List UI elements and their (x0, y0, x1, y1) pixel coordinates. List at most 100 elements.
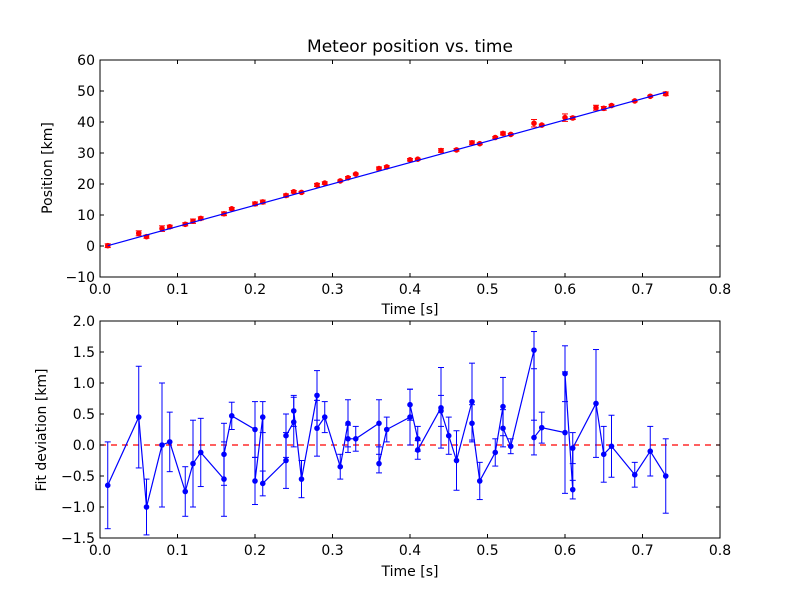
bottom-data-point (500, 425, 506, 432)
bottom-data-point (252, 478, 258, 484)
top-data-point (469, 139, 475, 146)
top-y-tick-label: 60 (77, 53, 95, 69)
bottom-x-tick-label: 0.4 (399, 543, 421, 559)
bottom-data-point (159, 442, 165, 448)
top-y-axis-label: Position [km] (40, 122, 56, 214)
bottom-y-tick-label: −1.0 (61, 500, 95, 516)
top-data-point (314, 182, 320, 188)
bottom-data-point (376, 420, 382, 427)
top-data-point (290, 188, 297, 195)
top-x-tick-label: 0.6 (554, 282, 576, 298)
top-data-point (407, 157, 413, 163)
bottom-data-point (135, 414, 142, 420)
top-fit-line (107, 91, 666, 247)
bottom-data-point (345, 436, 351, 442)
bottom-data-point (600, 451, 607, 458)
bottom-data-point (500, 403, 506, 410)
bottom-data-point (290, 408, 297, 414)
bottom-data-point (352, 436, 359, 442)
bottom-data-point (143, 504, 150, 510)
top-x-tick-label: 0.7 (631, 282, 653, 298)
bottom-data-point (445, 432, 452, 439)
bottom-data-point (608, 443, 615, 450)
top-x-tick-label: 0.0 (89, 282, 111, 298)
top-data-point (438, 147, 444, 154)
top-data-point (135, 230, 142, 237)
bottom-data-point (507, 443, 514, 450)
bottom-data-point (259, 480, 266, 487)
bottom-data-point (298, 476, 305, 482)
top-plot-frame (99, 59, 721, 278)
bottom-data-point (562, 429, 568, 436)
bottom-data-point (314, 392, 320, 399)
bottom-data-point (104, 482, 111, 489)
bottom-data-point (407, 401, 413, 408)
bottom-data-point (662, 473, 669, 479)
bottom-y-axis-label: Fit deviation [km] (34, 368, 50, 491)
bottom-data-point (321, 414, 328, 420)
bottom-x-tick-label: 0.3 (321, 543, 343, 559)
bottom-x-tick-label: 0.1 (166, 543, 188, 559)
top-x-tick-label: 0.5 (476, 282, 498, 298)
bottom-data-point (414, 447, 421, 453)
bottom-data-point (182, 488, 189, 495)
top-data-point (228, 206, 235, 212)
top-data-layer (104, 90, 669, 249)
bottom-data-point (469, 420, 475, 427)
bottom-data-point (453, 457, 460, 464)
top-y-tick-label: 40 (77, 115, 95, 131)
bottom-x-axis-label: Time [s] (381, 564, 439, 580)
top-x-tick-label: 0.4 (399, 282, 421, 298)
bottom-data-point (438, 408, 444, 414)
bottom-x-tick-label: 0.2 (244, 543, 266, 559)
bottom-y-tick-label: 2.0 (73, 314, 95, 330)
bottom-data-point (492, 449, 499, 456)
bottom-x-tick-label: 0.6 (554, 543, 576, 559)
bottom-data-point (283, 457, 289, 464)
bottom-data-point (337, 463, 344, 470)
bottom-data-point (190, 460, 196, 467)
bottom-panel: 0.0 0.1 0.2 0.3 0.4 0.5 0.6 0.7 0.8 −1.5 −1.0 −0.5 0… (34, 314, 731, 580)
top-y-tick-label: 30 (77, 146, 95, 162)
bottom-data-point (283, 432, 289, 439)
bottom-x-tick-label: 0.7 (631, 543, 653, 559)
bottom-data-point (569, 445, 576, 451)
bottom-data-point (538, 424, 545, 431)
bottom-data-point (562, 370, 568, 377)
top-y-tick-label: 10 (77, 208, 95, 224)
top-data-point (500, 130, 506, 137)
bottom-data-point (469, 398, 475, 405)
top-data-point (593, 104, 599, 111)
bottom-deviation-line (107, 349, 667, 508)
bottom-data-point (314, 425, 320, 432)
top-x-tick-label: 0.3 (321, 282, 343, 298)
bottom-data-point (531, 347, 537, 353)
bottom-data-point (476, 478, 483, 484)
bottom-y-tick-label: 1.0 (73, 376, 95, 392)
top-data-point (321, 180, 328, 186)
bottom-data-point (228, 413, 235, 419)
bottom-data-point (252, 426, 258, 433)
bottom-data-point (647, 448, 654, 455)
top-data-point (531, 120, 537, 127)
bottom-data-point (531, 434, 537, 441)
bottom-data-layer (100, 331, 720, 536)
top-y-tick-label: 20 (77, 177, 95, 193)
bottom-data-point (259, 414, 266, 420)
top-data-point (352, 171, 359, 177)
bottom-y-tick-label: 0.5 (73, 407, 95, 423)
top-x-tick-label: 0.8 (709, 282, 731, 298)
bottom-y-tick-label: 1.5 (73, 345, 95, 361)
top-y-tick-label: −10 (65, 270, 95, 286)
bottom-data-point (166, 439, 173, 445)
bottom-y-tick-label: −1.5 (61, 531, 95, 547)
bottom-x-tick-label: 0.0 (89, 543, 111, 559)
bottom-y-tick-label: −0.5 (61, 469, 95, 485)
bottom-data-point (631, 471, 638, 478)
top-y-tick-label: 0 (86, 239, 95, 255)
top-panel: Meteor position vs. time 0.0 0.1 0.2 0.3 0.4… (40, 37, 731, 318)
top-plot-area (100, 60, 720, 277)
bottom-data-point (593, 400, 599, 407)
bottom-x-tick-label: 0.8 (709, 543, 731, 559)
